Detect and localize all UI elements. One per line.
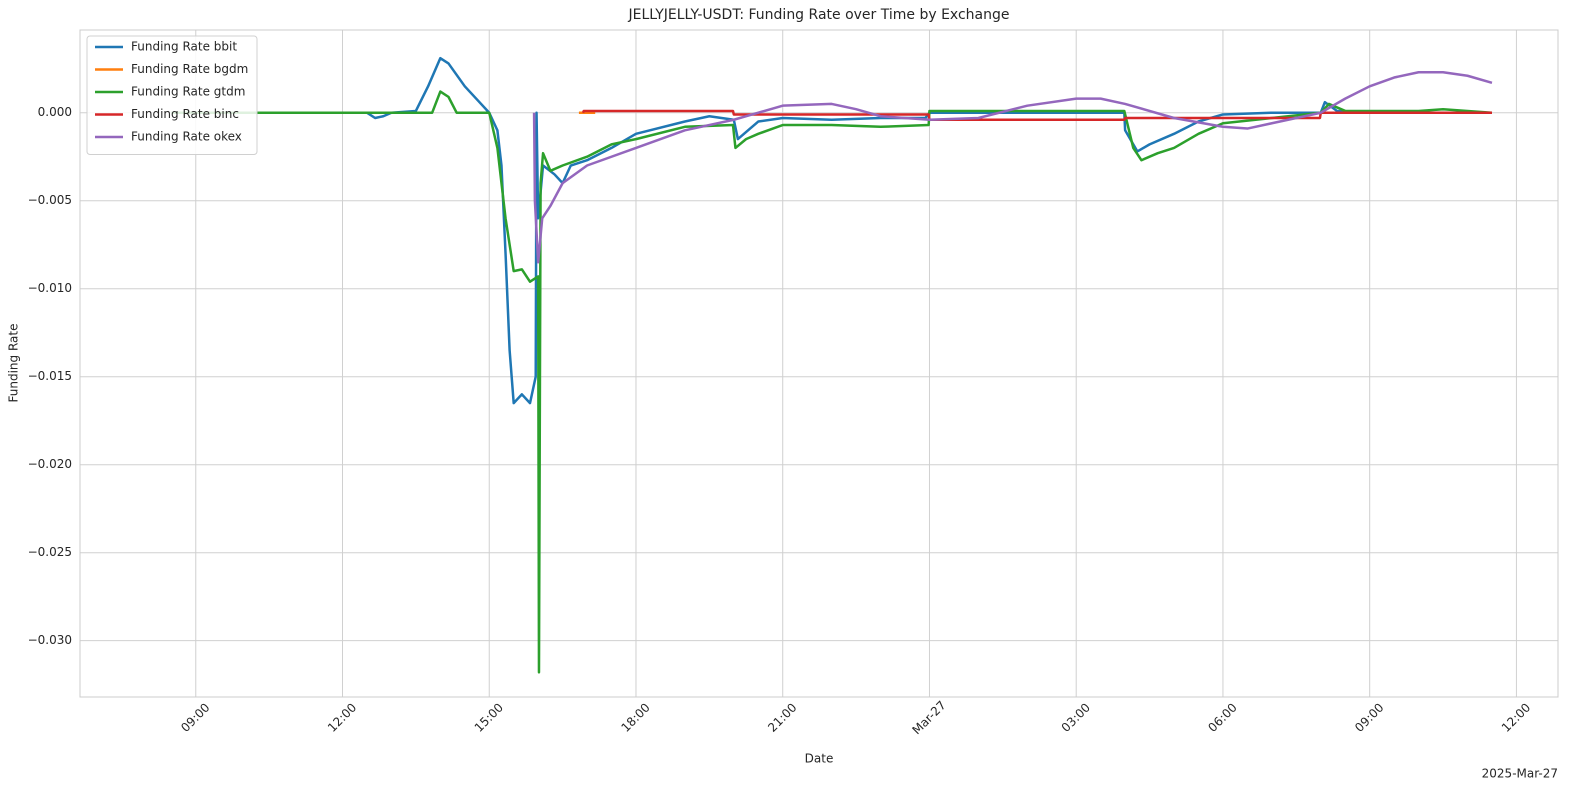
legend-label: Funding Rate bbit [131,40,237,54]
legend-label: Funding Rate okex [131,130,242,144]
y-tick-label: −0.010 [28,281,72,295]
series-line [171,56,1492,405]
legend-box [86,35,258,155]
legend-label: Funding Rate gtdm [131,85,245,99]
legend: Funding Rate bbit Funding Rate bgdm Fundin… [86,35,258,155]
y-axis-label: Funding Rate [7,324,21,403]
y-tick-label: −0.020 [28,457,72,471]
chart-title: JELLYJELLY-USDT: Funding Rate over Time … [627,7,1009,23]
y-tick-label: −0.025 [28,545,72,559]
y-tick-label: −0.015 [28,369,72,383]
plot-frame [79,29,1559,698]
legend-label: Funding Rate bgdm [131,62,248,76]
y-tick-label: −0.005 [28,193,72,207]
x-offset-label: 2025-Mar-27 [1482,767,1558,781]
y-tick-label: 0.000 [38,105,72,119]
x-axis-label: Date [805,752,834,766]
legend-label: Funding Rate binc [131,107,239,121]
y-tick-label: −0.030 [28,633,72,647]
series-line [532,70,1493,264]
